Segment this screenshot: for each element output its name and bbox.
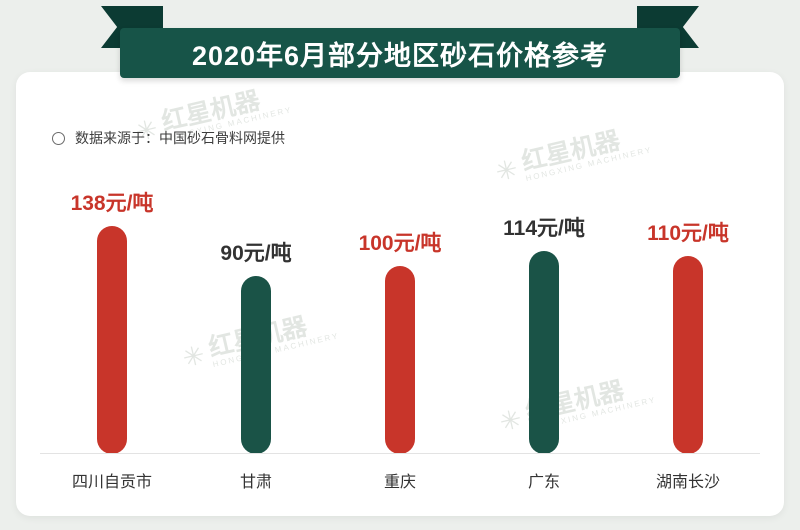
data-source-label: 数据来源于：中国砂石骨料网提供 — [75, 130, 285, 146]
bar-column: 110元/吨 — [616, 217, 760, 454]
data-source: 数据来源于：中国砂石骨料网提供 — [52, 128, 285, 148]
bar-column: 100元/吨 — [328, 227, 472, 454]
chart-card: ✳ 红星机器 HONGXING MACHINERY ✳ 红星机器 HONGXING … — [16, 72, 784, 516]
category-labels-row: 四川自贡市 甘肃 重庆 广东 湖南长沙 — [40, 468, 760, 492]
bars-row: 138元/吨 90元/吨 100元/吨 114元/吨 110元/吨 — [40, 187, 760, 454]
bar — [385, 266, 415, 454]
category-label: 四川自贡市 — [71, 474, 152, 491]
category-label: 重庆 — [383, 474, 416, 491]
bar-column: 114元/吨 — [472, 212, 616, 454]
bar-column: 138元/吨 — [40, 187, 184, 454]
category-label: 湖南长沙 — [655, 474, 720, 491]
page-title: 2020年6月部分地区砂石价格参考 — [120, 28, 680, 78]
bar-value-label: 90元/吨 — [220, 242, 292, 265]
bar — [241, 276, 271, 454]
title-ribbon: 2020年6月部分地区砂石价格参考 — [0, 0, 800, 90]
bar-value-label: 114元/吨 — [503, 217, 585, 240]
category-label: 广东 — [527, 474, 560, 491]
circle-bullet-icon — [52, 131, 65, 145]
bar-chart: 138元/吨 90元/吨 100元/吨 114元/吨 110元/吨 四川自贡市 甘肃 重庆 广… — [40, 168, 760, 516]
bar — [97, 226, 127, 454]
category-label: 甘肃 — [239, 474, 272, 491]
bar-column: 90元/吨 — [184, 237, 328, 454]
bar-value-label: 110元/吨 — [647, 222, 729, 245]
bar-value-label: 138元/吨 — [70, 192, 154, 215]
bar — [673, 256, 703, 454]
bar-value-label: 100元/吨 — [358, 232, 442, 255]
bar — [529, 251, 559, 454]
x-axis-baseline — [40, 453, 760, 454]
